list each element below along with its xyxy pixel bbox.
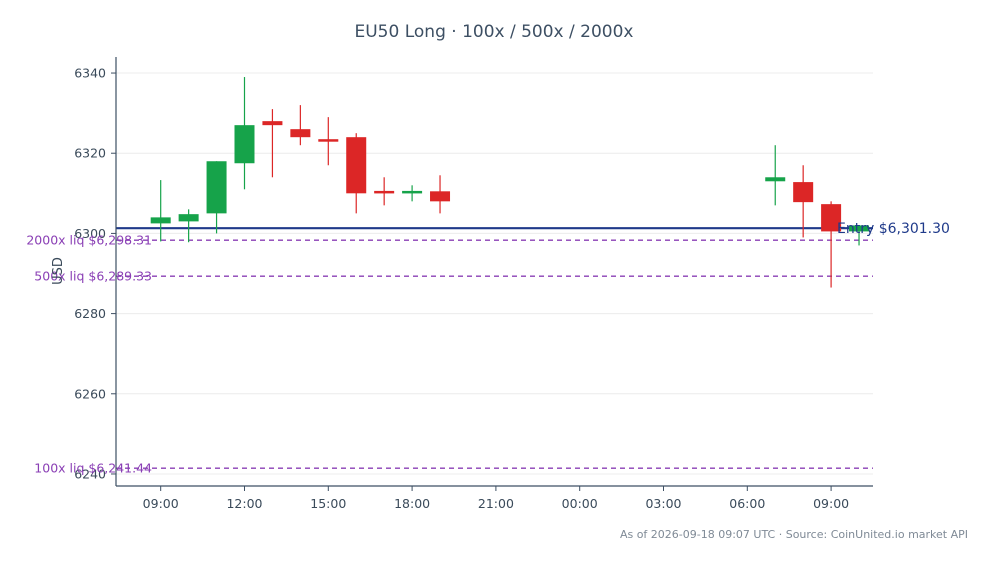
candle-up bbox=[402, 185, 423, 202]
candle-body bbox=[346, 137, 367, 194]
candle-body bbox=[821, 204, 842, 232]
axes: 6240 6260 6280 6300 6320 6340 09:00 12:00 15:00 1… bbox=[74, 57, 873, 511]
candle-down bbox=[262, 109, 283, 178]
x-tick-label: 15:00 bbox=[310, 496, 346, 511]
x-tick-label: 06:00 bbox=[729, 496, 765, 511]
candle-body bbox=[793, 182, 814, 203]
candle-up bbox=[849, 225, 870, 246]
footer-source: As of 2026-09-18 09:07 UTC · Source: Coi… bbox=[620, 528, 968, 541]
candle-up bbox=[178, 209, 199, 243]
y-tick-label: 6300 bbox=[74, 226, 106, 241]
x-tick-label: 03:00 bbox=[645, 496, 681, 511]
candle-body bbox=[262, 121, 283, 126]
candles bbox=[150, 77, 870, 288]
candle-up bbox=[150, 180, 171, 242]
x-tick-label: 09:00 bbox=[813, 496, 849, 511]
y-tick-label: 6320 bbox=[74, 146, 106, 161]
candle-down bbox=[430, 175, 451, 214]
candle-down bbox=[793, 165, 814, 238]
candle-up bbox=[206, 161, 227, 234]
liquidation-label: 500x liq $6,289.33 bbox=[34, 269, 152, 284]
y-tick-label: 6260 bbox=[74, 386, 106, 401]
y-tick-label: 6280 bbox=[74, 306, 106, 321]
entry-label: Entry $6,301.30 bbox=[837, 221, 950, 237]
candle-up bbox=[765, 145, 786, 206]
chart-title: EU50 Long · 100x / 500x / 2000x bbox=[355, 22, 634, 42]
candle-body bbox=[290, 129, 311, 138]
grid bbox=[116, 72, 873, 475]
liquidation-label: 100x liq $6,241.44 bbox=[34, 461, 152, 476]
liquidation-label: 2000x liq $6,298.31 bbox=[26, 233, 152, 248]
y-tick-label: 6240 bbox=[74, 466, 106, 481]
y-tick-label: 6340 bbox=[74, 66, 106, 81]
candle-body bbox=[150, 217, 171, 224]
candle-body bbox=[178, 214, 199, 222]
x-tick-label: 21:00 bbox=[478, 496, 514, 511]
candle-body bbox=[206, 161, 227, 214]
overlay-labels: 2000x liq $6,298.31 500x liq $6,289.33 100… bbox=[26, 221, 950, 475]
candle-body bbox=[765, 177, 786, 182]
y-axis-label: USD bbox=[51, 257, 66, 285]
candle-body bbox=[430, 191, 451, 202]
candle-down bbox=[290, 105, 311, 146]
candle-body bbox=[318, 139, 339, 142]
candle-body bbox=[402, 190, 423, 194]
candle-down bbox=[346, 133, 367, 214]
candle-down bbox=[821, 201, 842, 288]
candle-down bbox=[374, 177, 395, 206]
x-tick-label: 09:00 bbox=[143, 496, 179, 511]
x-tick-label: 12:00 bbox=[226, 496, 262, 511]
x-tick-label: 18:00 bbox=[394, 496, 430, 511]
liquidation-lines bbox=[116, 239, 873, 469]
candle-body bbox=[234, 125, 255, 164]
candle-body bbox=[849, 225, 870, 232]
x-tick-label: 00:00 bbox=[562, 496, 598, 511]
candle-up bbox=[234, 77, 255, 190]
candle-down bbox=[318, 117, 339, 166]
candle-body bbox=[374, 190, 395, 194]
